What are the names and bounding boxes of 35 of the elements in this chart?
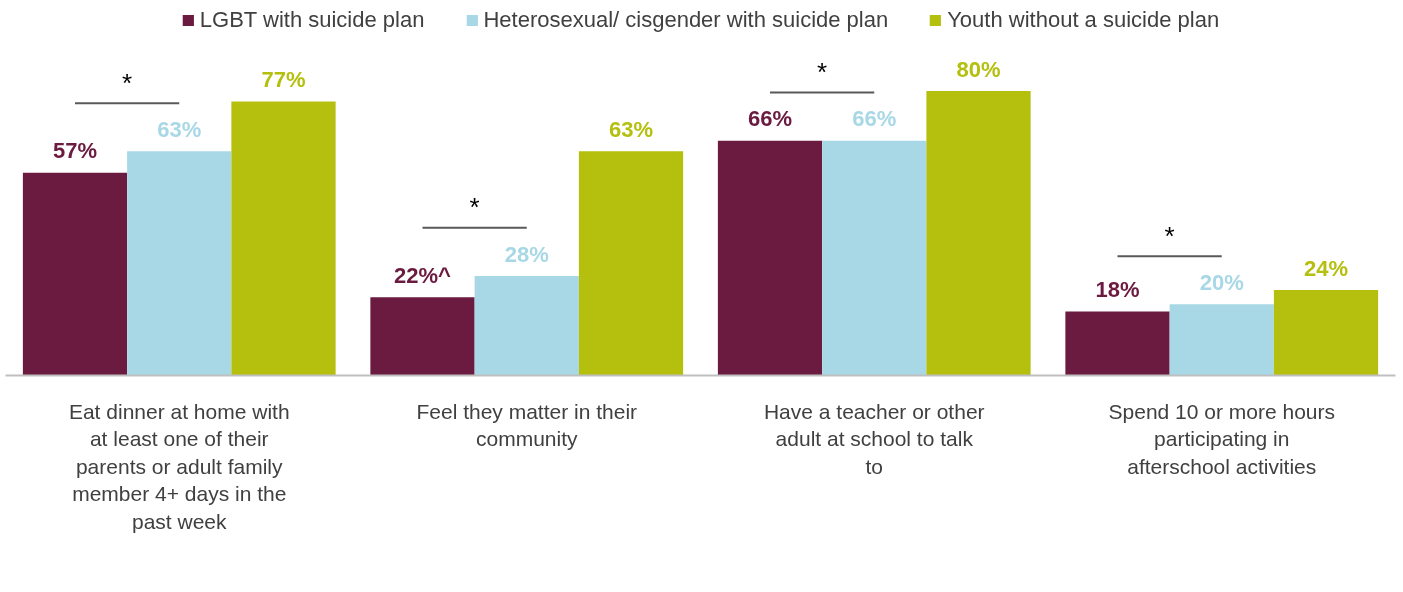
- x-tick-label: Spend 10 or more hours participating in afterschool activities: [1108, 399, 1335, 478]
- data-label: 57%: [52, 138, 98, 164]
- bar: [1065, 311, 1170, 376]
- bar: [578, 151, 684, 376]
- data-label: 63%: [157, 117, 202, 143]
- text: *: [817, 57, 828, 88]
- annotation: *: [469, 192, 480, 223]
- bar: [717, 140, 823, 376]
- bar: [926, 90, 1031, 376]
- bar: [474, 275, 579, 376]
- bar: [822, 140, 927, 376]
- data-label: 18%: [1095, 277, 1140, 303]
- data-label: 80%: [956, 56, 1001, 82]
- data-label: 20%: [1199, 270, 1244, 296]
- data-label: 24%: [1303, 255, 1349, 281]
- legend-label: LGBT with suicide plan: [199, 7, 425, 33]
- bar: [1273, 290, 1379, 376]
- data-label: 63%: [608, 117, 654, 143]
- data-label: 22%^: [394, 262, 452, 288]
- x-tick-label: Have a teacher or other adult at school to talk to: [763, 399, 985, 478]
- bar: [231, 101, 336, 376]
- legend-label: Heterosexual/ cisgender with suicide plan: [483, 7, 889, 33]
- bar: [370, 297, 475, 376]
- legend-label: Youth without a suicide plan: [947, 7, 1220, 33]
- bar: [22, 172, 128, 376]
- annotation: *: [1164, 220, 1175, 251]
- x-tick-label: Feel they matter in their community: [416, 399, 638, 451]
- bar: [127, 151, 232, 376]
- annotation: *: [122, 67, 133, 98]
- x-tick-label: Eat dinner at home with at least one of their parents or adult family member 4+ days in the past week: [68, 399, 290, 533]
- bar: [1169, 304, 1274, 376]
- data-label: 66%: [852, 106, 897, 132]
- data-label: 77%: [261, 67, 306, 93]
- data-label: 66%: [747, 106, 793, 132]
- data-label: 28%: [504, 241, 549, 267]
